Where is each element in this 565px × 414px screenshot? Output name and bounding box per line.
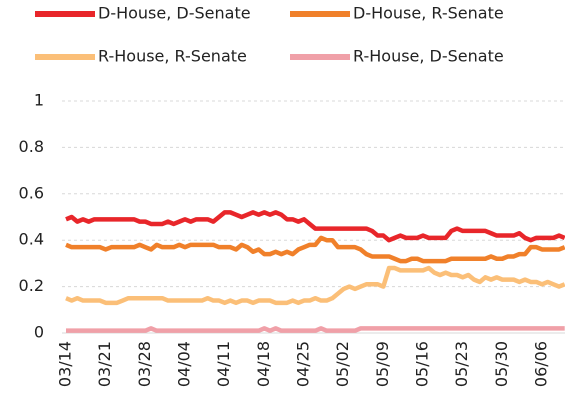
x-tick-label: 06/06 — [532, 341, 551, 387]
x-tick-label: 04/18 — [254, 341, 273, 387]
series-line — [65, 210, 565, 243]
x-tick-label: 05/30 — [492, 341, 511, 387]
x-tick-label: 05/16 — [413, 341, 432, 387]
series-line — [66, 326, 565, 333]
y-tick-label: 1 — [34, 91, 44, 110]
x-tick-label: 04/04 — [175, 341, 194, 387]
x-tick-label: 05/02 — [333, 341, 352, 387]
x-tick-label: 05/09 — [373, 341, 392, 387]
legend-label: R-House, R-Senate — [98, 47, 247, 66]
x-tick-label: 03/14 — [56, 341, 75, 387]
x-tick-label: 04/25 — [294, 341, 313, 387]
x-tick-label: 05/23 — [452, 341, 471, 387]
y-tick-label: 0.8 — [19, 137, 44, 156]
legend-label: D-House, R-Senate — [353, 4, 504, 23]
series-line — [65, 235, 565, 264]
y-tick-label: 0.6 — [19, 183, 44, 202]
legend-label: D-House, D-Senate — [98, 4, 251, 23]
y-tick-label: 0.2 — [19, 276, 44, 295]
y-tick-label: 0 — [34, 323, 44, 342]
x-tick-label: 04/11 — [214, 341, 233, 387]
legend-label: R-House, D-Senate — [353, 47, 504, 66]
x-tick-label: 03/28 — [135, 341, 154, 387]
x-tick-label: 03/21 — [95, 341, 114, 387]
y-tick-label: 0.4 — [19, 230, 44, 249]
series-line — [65, 265, 565, 306]
